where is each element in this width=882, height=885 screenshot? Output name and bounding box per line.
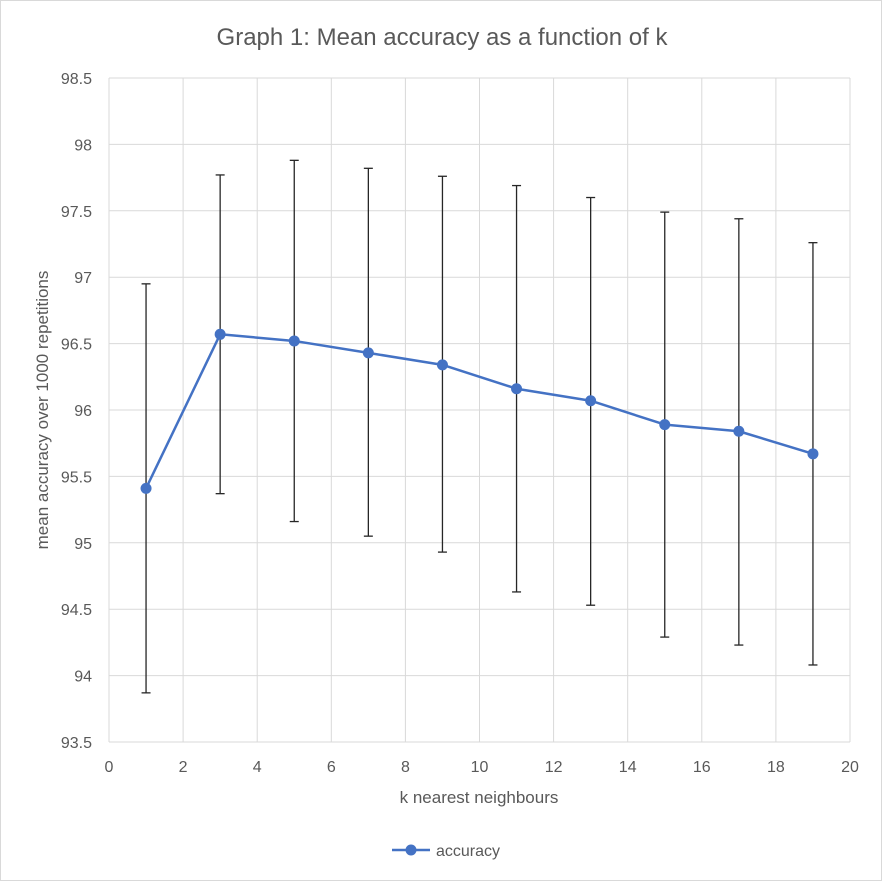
y-tick-label: 93.5 (61, 735, 92, 752)
legend: accuracy (392, 843, 500, 860)
x-tick-label: 6 (327, 759, 336, 776)
data-point (436, 359, 448, 371)
data-point (288, 335, 300, 347)
chart-title: Graph 1: Mean accuracy as a function of … (217, 24, 669, 51)
x-tick-label: 8 (401, 759, 410, 776)
series-line (144, 333, 814, 489)
y-tick-label: 95 (74, 536, 92, 553)
y-tick-label: 98.5 (61, 71, 92, 88)
data-point (807, 448, 819, 460)
y-tick-label: 96 (74, 403, 92, 420)
series-accuracy (140, 328, 819, 494)
x-tick-label: 0 (105, 759, 114, 776)
legend-dot-marker (405, 844, 417, 856)
legend-label-accuracy: accuracy (436, 843, 500, 860)
x-tick-label: 16 (693, 759, 711, 776)
x-axis-ticks: 0 2 4 6 8 10 12 14 16 18 20 (105, 759, 859, 776)
y-tick-label: 97 (74, 270, 92, 287)
y-tick-label: 95.5 (61, 469, 92, 486)
data-point (511, 383, 523, 395)
x-tick-label: 10 (471, 759, 489, 776)
y-tick-label: 96.5 (61, 337, 92, 354)
data-point (140, 482, 152, 494)
data-point (733, 425, 745, 437)
x-tick-label: 20 (841, 759, 859, 776)
grid-lines (108, 77, 851, 743)
data-point (362, 347, 374, 359)
y-tick-label: 94 (74, 669, 92, 686)
y-tick-label: 94.5 (61, 602, 92, 619)
x-axis-label: k nearest neighbours (400, 788, 559, 807)
y-tick-label: 98 (74, 137, 92, 154)
y-axis-label: mean accuracy over 1000 repetitions (33, 271, 52, 550)
y-axis-ticks: 93.5 94 94.5 95 95.5 96 96.5 97 97.5 98 98.5 (61, 71, 92, 752)
x-tick-label: 4 (253, 759, 262, 776)
x-tick-label: 14 (619, 759, 637, 776)
x-tick-label: 12 (545, 759, 563, 776)
x-tick-label: 18 (767, 759, 785, 776)
y-tick-label: 97.5 (61, 204, 92, 221)
data-point (585, 395, 597, 407)
x-tick-label: 2 (179, 759, 188, 776)
data-point (214, 328, 226, 340)
data-point (659, 419, 671, 431)
